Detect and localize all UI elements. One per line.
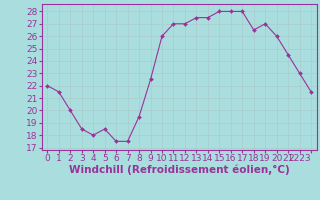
X-axis label: Windchill (Refroidissement éolien,°C): Windchill (Refroidissement éolien,°C): [69, 165, 290, 175]
